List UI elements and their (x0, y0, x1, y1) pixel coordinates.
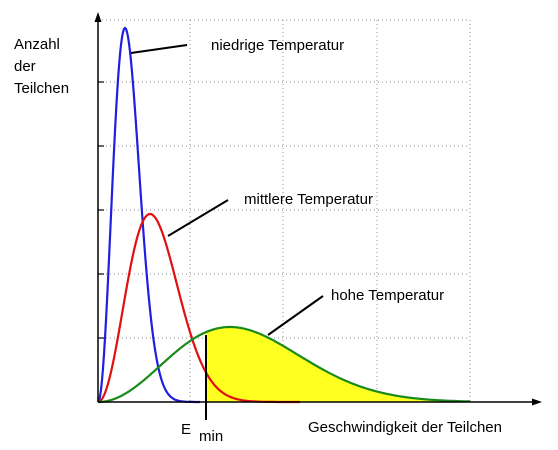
label-medium-temperature: mittlere Temperatur (244, 191, 373, 208)
emin-label: E (181, 421, 191, 438)
axes (94, 12, 542, 406)
callout-line-mid (167, 199, 229, 237)
callout-line-low (130, 44, 188, 54)
y-axis-label: Anzahl der Teilchen (14, 36, 69, 97)
y-axis-arrow (94, 12, 102, 22)
callout-line-high (267, 295, 324, 336)
label-high-temperature: hohe Temperatur (331, 287, 444, 304)
x-axis-arrow (532, 398, 542, 406)
label-low-temperature: niedrige Temperatur (211, 37, 344, 54)
shaded-area-above-emin (206, 327, 470, 402)
x-axis-label: Geschwindigkeit der Teilchen (308, 419, 502, 436)
y-axis-ticks (98, 81, 104, 339)
emin-subscript: min (199, 428, 223, 445)
curve-high-temperature (98, 325, 470, 404)
callout-lines (130, 44, 324, 336)
